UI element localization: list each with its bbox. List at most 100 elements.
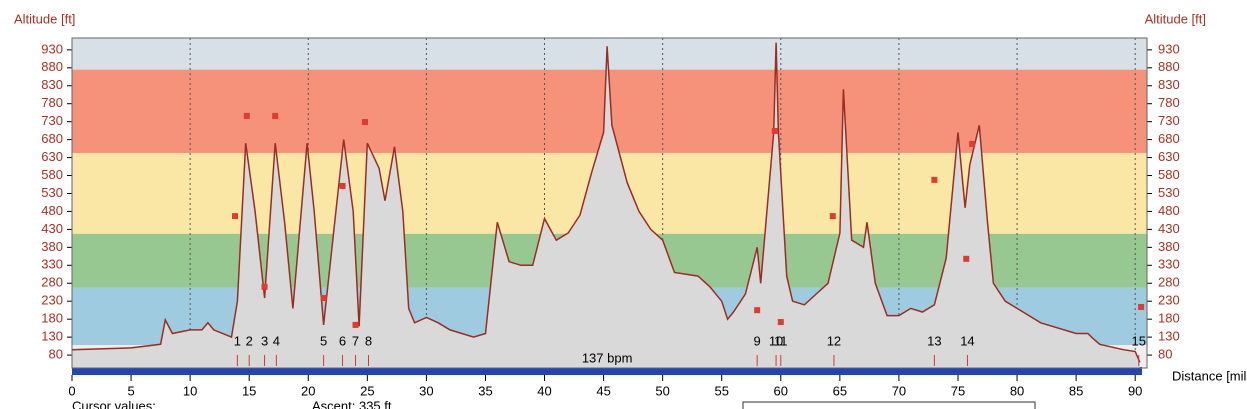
lap-label: 13 <box>927 333 941 348</box>
cursor-box <box>742 401 1036 409</box>
y-tick-label: 180 <box>41 311 63 326</box>
marker <box>272 112 279 119</box>
y-tick-label: 80 <box>49 347 63 362</box>
y2-tick-label: 430 <box>1158 221 1180 236</box>
y2-tick-label: 730 <box>1158 113 1180 128</box>
x-tick-label: 85 <box>1069 383 1083 398</box>
x-tick-label: 80 <box>1010 383 1024 398</box>
y2-tick-label: 480 <box>1158 203 1180 218</box>
y2-tick-label: 180 <box>1158 311 1180 326</box>
y-tick-label: 680 <box>41 131 63 146</box>
marker <box>754 307 761 314</box>
marker <box>969 140 976 147</box>
y2-tick-label: 330 <box>1158 257 1180 272</box>
profile-line <box>71 42 1141 363</box>
y-axis-title: Altitude [ft] <box>14 11 75 26</box>
marker <box>777 319 784 326</box>
hr-bar <box>72 367 1142 375</box>
cursor-label: Cursor values: <box>72 398 156 409</box>
ascent-label: Ascent: 335 ft <box>312 398 392 409</box>
y-tick-label: 830 <box>41 77 63 92</box>
x-tick-label: 75 <box>951 383 965 398</box>
y-tick-label: 880 <box>41 59 63 74</box>
x-tick-label: 65 <box>833 383 847 398</box>
marker <box>931 176 938 183</box>
lap-label: 10 <box>769 333 783 348</box>
y-tick-label: 530 <box>41 185 63 200</box>
lap-label: 1 <box>234 333 241 348</box>
marker <box>243 112 250 119</box>
y-tick-label: 930 <box>41 41 63 56</box>
y2-tick-label: 230 <box>1158 293 1180 308</box>
plot-frame <box>71 37 1148 369</box>
y-tick-label: 780 <box>41 95 63 110</box>
x-axis-title: Distance [miles] <box>1172 368 1247 383</box>
y2-tick-label: 530 <box>1158 185 1180 200</box>
y2-tick-label: 830 <box>1158 77 1180 92</box>
lap-label: 3 <box>261 333 268 348</box>
y2-tick-label: 780 <box>1158 95 1180 110</box>
x-tick-label: 55 <box>714 383 728 398</box>
y2-axis-title: Altitude [ft] <box>1145 11 1206 26</box>
y-tick-label: 230 <box>41 293 63 308</box>
y-tick-label: 430 <box>41 221 63 236</box>
marker <box>771 128 778 135</box>
marker <box>352 321 359 328</box>
lap-label: 12 <box>827 333 841 348</box>
y-tick-label: 580 <box>41 167 63 182</box>
x-tick-label: 70 <box>892 383 906 398</box>
y-tick-label: 330 <box>41 257 63 272</box>
x-tick-label: 35 <box>478 383 492 398</box>
y2-tick-label: 130 <box>1158 329 1180 344</box>
y2-tick-label: 380 <box>1158 239 1180 254</box>
x-tick-label: 50 <box>655 383 669 398</box>
lap-label: 14 <box>960 333 974 348</box>
x-tick-label: 60 <box>774 383 788 398</box>
y2-tick-label: 930 <box>1158 41 1180 56</box>
x-tick-label: 20 <box>301 383 315 398</box>
y2-tick-label: 280 <box>1158 275 1180 290</box>
y-tick-label: 480 <box>41 203 63 218</box>
x-tick-label: 15 <box>242 383 256 398</box>
lap-label: 5 <box>320 333 327 348</box>
y2-tick-label: 880 <box>1158 59 1180 74</box>
marker <box>1138 303 1145 310</box>
lap-label: 6 <box>339 333 346 348</box>
x-tick-label: 10 <box>183 383 197 398</box>
average-label: 137 bpm <box>582 350 633 365</box>
y-tick-label: 630 <box>41 149 63 164</box>
y2-tick-label: 580 <box>1158 167 1180 182</box>
lap-label: 8 <box>365 333 372 348</box>
profile-area <box>72 42 1140 368</box>
marker <box>320 294 327 301</box>
lap-label: 7 <box>352 333 359 348</box>
x-tick-label: 5 <box>127 383 134 398</box>
y-tick-label: 380 <box>41 239 63 254</box>
lap-label: 15 <box>1131 333 1145 348</box>
marker <box>361 119 368 126</box>
x-tick-label: 45 <box>596 383 610 398</box>
marker <box>963 255 970 262</box>
x-tick-label: 25 <box>360 383 374 398</box>
zone-band <box>72 38 1147 70</box>
x-tick-label: 30 <box>419 383 433 398</box>
y2-tick-label: 680 <box>1158 131 1180 146</box>
x-tick-label: 90 <box>1128 383 1142 398</box>
marker <box>339 182 346 189</box>
x-tick-label: 40 <box>537 383 551 398</box>
marker <box>829 213 836 220</box>
marker <box>232 213 239 220</box>
y-tick-label: 730 <box>41 113 63 128</box>
lap-label: 2 <box>246 333 253 348</box>
y2-tick-label: 80 <box>1158 347 1172 362</box>
marker <box>261 283 268 290</box>
x-tick-label: 0 <box>68 383 75 398</box>
lap-label: 4 <box>273 333 280 348</box>
y-tick-label: 130 <box>41 329 63 344</box>
y-tick-label: 280 <box>41 275 63 290</box>
lap-label: 9 <box>754 333 761 348</box>
y2-tick-label: 630 <box>1158 149 1180 164</box>
lap-label: 11 <box>774 333 788 348</box>
